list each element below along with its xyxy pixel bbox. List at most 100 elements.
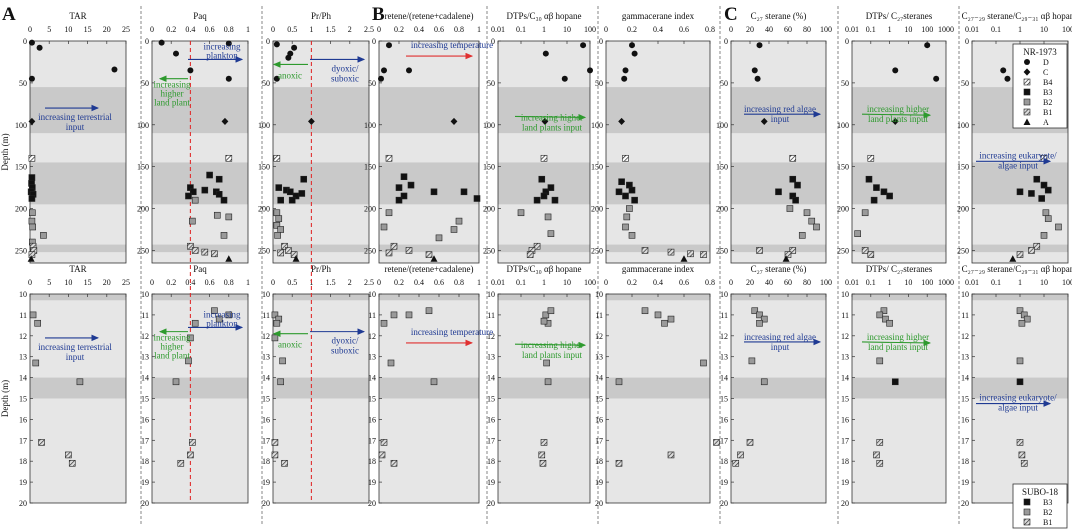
bottom-point-6-7 bbox=[737, 451, 744, 459]
top_panels-annotation-2-0: anoxic bbox=[278, 70, 302, 80]
bottom-panel-4-ytick-label-1: 11 bbox=[487, 311, 495, 320]
top-panel-2-xtick-label-0: 0 bbox=[271, 25, 275, 34]
top-panel-8-band-2 bbox=[972, 244, 1068, 253]
top-point-1-14 bbox=[206, 171, 213, 179]
top-point-4-8 bbox=[547, 184, 555, 191]
top-panel-2-bg bbox=[273, 41, 369, 263]
bottom-point-1-0 bbox=[211, 307, 218, 315]
bottom-panel-2-xtick-label-1: 0.5 bbox=[287, 278, 297, 287]
top-panel-7-title: DTPs/ C₂₇steranes bbox=[866, 11, 933, 21]
bottom-point-3-6 bbox=[380, 439, 388, 446]
bottom-panel-6-ytick-label-8: 18 bbox=[720, 457, 728, 466]
bottom-panel-7-xtick-label-0: 0.01 bbox=[845, 278, 859, 287]
bottom_panels-annotation-1-1: plankton bbox=[206, 318, 238, 328]
top-point-2-12 bbox=[300, 175, 308, 183]
bottom-panel-8-ytick-label-1: 11 bbox=[961, 311, 969, 320]
top-point-5-13 bbox=[623, 213, 631, 221]
top-point-0-6 bbox=[28, 174, 36, 181]
top-panel-5-xtick-label-4: 0.8 bbox=[705, 25, 715, 34]
bottom-panel-1-ytick-label-10: 20 bbox=[141, 499, 149, 508]
bottom-panel-3-xtick-label-1: 0.2 bbox=[394, 278, 404, 287]
top-panel-5-xtick-label-0: 0 bbox=[604, 25, 608, 34]
top-panel-4-bg bbox=[498, 41, 590, 263]
top-panel-5-ytick-label-5: 250 bbox=[591, 246, 603, 255]
top-point-8-12 bbox=[1055, 223, 1062, 231]
top-point-7-0 bbox=[924, 42, 931, 49]
bottom-point-7-7 bbox=[873, 451, 880, 459]
top-point-5-9 bbox=[615, 188, 623, 196]
bottom-panel-0-ytick-label-2: 12 bbox=[19, 332, 27, 341]
legend_bottom-marker-2 bbox=[1023, 518, 1031, 526]
top-panel-0-ytick-label-0: 0 bbox=[23, 37, 27, 46]
top-panel-2-ytick-label-5: 250 bbox=[258, 246, 270, 255]
bottom-point-5-5 bbox=[615, 378, 623, 386]
bottom-panel-2-xtick-label-5: 2.5 bbox=[364, 278, 374, 287]
bottom-point-4-5 bbox=[544, 378, 552, 386]
bottom-panel-6-ytick-label-4: 14 bbox=[720, 374, 728, 383]
bottom-panel-5-ytick-label-4: 14 bbox=[595, 374, 603, 383]
top-panel-7-band-2 bbox=[852, 244, 946, 253]
top-panel-1-ytick-label-2: 100 bbox=[137, 121, 149, 130]
top-point-2-4 bbox=[273, 75, 280, 82]
bottom-point-7-8 bbox=[876, 459, 884, 467]
bottom-panel-1-ytick-label-9: 19 bbox=[141, 478, 149, 487]
bottom-panel-4-ytick-label-8: 18 bbox=[487, 457, 495, 466]
top-panel-5-ytick-label-0: 0 bbox=[599, 37, 603, 46]
bottom-panel-3-xtick-label-4: 0.8 bbox=[454, 278, 464, 287]
top-point-2-19 bbox=[274, 232, 281, 239]
bottom-panel-6-xtick-label-3: 60 bbox=[784, 278, 792, 287]
bottom-panel-8-ytick-label-0: 10 bbox=[961, 290, 969, 299]
top-point-2-15 bbox=[273, 209, 281, 217]
top-point-1-13 bbox=[220, 196, 228, 204]
bottom-panel-2-ytick-label-2: 12 bbox=[262, 332, 270, 341]
bottom-panel-2-ytick-label-6: 16 bbox=[262, 415, 270, 424]
top-panel-8-title: C₂₇₋₂₉ sterane/C₂₉₋₃₁ αβ hopane bbox=[962, 11, 1072, 21]
top-panel-2-ytick-label-0: 0 bbox=[266, 37, 270, 46]
bottom-panel-1-ytick-label-1: 11 bbox=[141, 311, 149, 320]
top-point-8-16 bbox=[1016, 251, 1024, 258]
top-panel-6-ytick-label-2: 100 bbox=[716, 121, 728, 130]
top-point-3-5 bbox=[385, 154, 393, 162]
bottom-panel-6-ytick-label-1: 11 bbox=[720, 311, 728, 320]
top-point-2-17 bbox=[273, 222, 281, 229]
top-panel-3-ytick-label-3: 150 bbox=[364, 163, 376, 172]
top-point-5-3 bbox=[621, 75, 628, 82]
bottom-point-3-4 bbox=[387, 359, 395, 367]
bottom-panel-5-ytick-label-0: 10 bbox=[595, 290, 603, 299]
top-point-0-13 bbox=[28, 217, 36, 225]
bottom-panel-5-ytick-label-6: 16 bbox=[595, 415, 603, 424]
bottom-point-8-8 bbox=[1020, 459, 1028, 467]
bottom-panel-1-ytick-label-6: 16 bbox=[141, 415, 149, 424]
bottom-panel-1-title: Paq bbox=[193, 264, 207, 274]
top-point-1-6 bbox=[225, 154, 233, 162]
bottom-panel-7-ytick-label-9: 19 bbox=[841, 478, 849, 487]
top-panel-4-ytick-label-4: 200 bbox=[483, 205, 495, 214]
top-point-1-2 bbox=[225, 40, 232, 47]
bottom-point-2-6 bbox=[271, 439, 279, 446]
legend_top-marker-3 bbox=[1023, 88, 1031, 96]
top-panel-0-bg bbox=[30, 41, 126, 263]
top-point-1-15 bbox=[215, 175, 223, 183]
bottom-panel-3-ytick-label-4: 14 bbox=[368, 374, 376, 383]
bottom-panel-2-ytick-label-4: 14 bbox=[262, 374, 270, 383]
top-point-8-17 bbox=[1009, 255, 1017, 262]
bottom-panel-3-xtick-label-0: 0 bbox=[377, 278, 381, 287]
top-panel-2-ytick-label-1: 50 bbox=[262, 79, 270, 88]
bottom-panel-1-ytick-label-4: 14 bbox=[141, 374, 149, 383]
top-point-2-13 bbox=[288, 196, 296, 204]
bottom-panel-1-ytick-label-5: 15 bbox=[141, 395, 149, 404]
bottom-panel-8-title: C₂₇₋₂₉ sterane/C₂₉₋₃₁ αβ hopane bbox=[962, 264, 1072, 274]
top-panel-6-band-0 bbox=[731, 87, 826, 134]
bottom-panel-8-ytick-label-8: 18 bbox=[961, 457, 969, 466]
bottom-panel-1-xtick-label-5: 1 bbox=[246, 278, 250, 287]
top-panel-3-xtick-label-3: 0.6 bbox=[434, 25, 444, 34]
legend_bottom-label-2: B1 bbox=[1043, 518, 1052, 527]
top-point-5-12 bbox=[626, 205, 633, 212]
bottom-panel-5-title: gammacerane index bbox=[622, 264, 695, 274]
top-panel-0-ytick-label-5: 250 bbox=[15, 246, 27, 255]
bottom-panel-0-xtick-label-4: 20 bbox=[103, 278, 111, 287]
top-panel-3-band-2 bbox=[379, 244, 479, 253]
top-panel-2-frame bbox=[272, 40, 370, 264]
top-panel-7-bg bbox=[852, 41, 946, 263]
bottom-panel-1-xtick-label-4: 0.8 bbox=[224, 278, 234, 287]
